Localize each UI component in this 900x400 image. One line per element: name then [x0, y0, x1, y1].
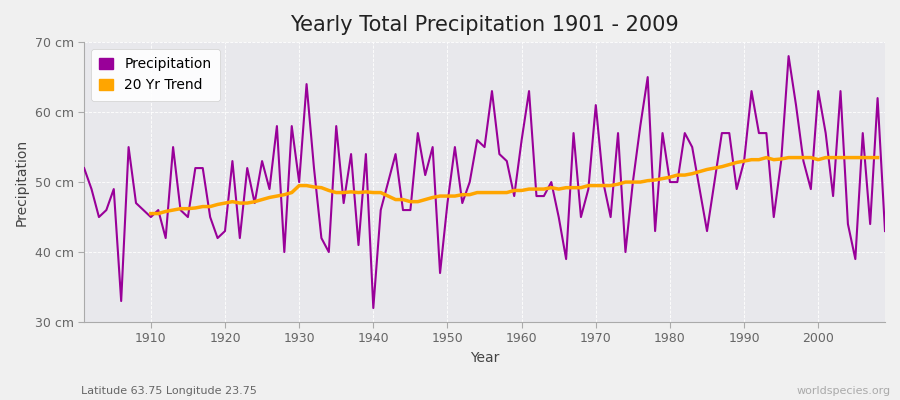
- Precipitation: [613, 131, 624, 136]
- 20 Yr Trend: [872, 155, 883, 160]
- Precipitation: [879, 229, 890, 234]
- 20 Yr Trend: [760, 155, 771, 160]
- X-axis label: Year: Year: [470, 351, 500, 365]
- 20 Yr Trend: [316, 185, 327, 190]
- Title: Yearly Total Precipitation 1901 - 2009: Yearly Total Precipitation 1901 - 2009: [290, 15, 679, 35]
- Text: worldspecies.org: worldspecies.org: [796, 386, 891, 396]
- 20 Yr Trend: [508, 188, 519, 193]
- Precipitation: [78, 166, 89, 170]
- Y-axis label: Precipitation: Precipitation: [15, 138, 29, 226]
- Precipitation: [517, 138, 527, 142]
- Line: 20 Yr Trend: 20 Yr Trend: [151, 158, 878, 214]
- 20 Yr Trend: [146, 211, 157, 216]
- Precipitation: [368, 306, 379, 310]
- Precipitation: [346, 152, 356, 156]
- 20 Yr Trend: [531, 187, 542, 192]
- Text: Latitude 63.75 Longitude 23.75: Latitude 63.75 Longitude 23.75: [81, 386, 256, 396]
- Precipitation: [302, 82, 312, 86]
- 20 Yr Trend: [716, 164, 727, 169]
- 20 Yr Trend: [368, 190, 379, 195]
- 20 Yr Trend: [338, 190, 349, 195]
- Precipitation: [524, 89, 535, 94]
- Precipitation: [783, 54, 794, 58]
- Precipitation: [138, 208, 148, 212]
- Legend: Precipitation, 20 Yr Trend: Precipitation, 20 Yr Trend: [91, 49, 220, 101]
- Line: Precipitation: Precipitation: [84, 56, 885, 308]
